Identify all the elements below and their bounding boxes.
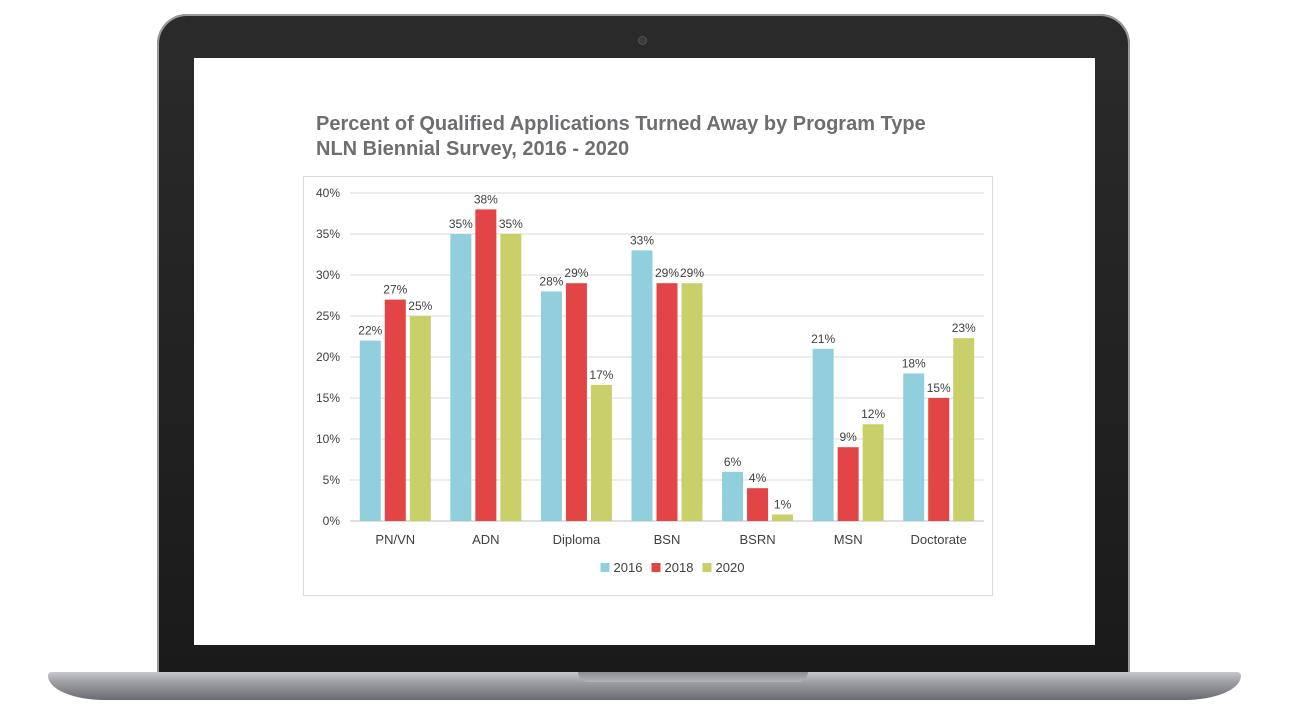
y-tick-label: 30% <box>316 268 340 282</box>
bar-2020-bsn <box>681 283 703 521</box>
data-label: 9% <box>839 430 857 444</box>
bar-2016-bsn <box>631 250 653 521</box>
data-label: 28% <box>539 274 563 288</box>
data-label: 25% <box>408 299 432 313</box>
legend-swatch <box>651 563 661 572</box>
bar-2020-bsrn <box>772 514 794 521</box>
bar-2020-diploma <box>590 384 612 521</box>
data-label: 21% <box>811 332 835 346</box>
x-tick-label: Doctorate <box>911 532 967 547</box>
data-label: 4% <box>749 471 767 485</box>
bar-2016-pn-vn <box>359 340 381 521</box>
y-tick-label: 20% <box>316 350 340 364</box>
x-tick-label: ADN <box>472 532 499 547</box>
laptop-screen: Percent of Qualified Applications Turned… <box>194 58 1095 645</box>
data-label: 18% <box>902 356 926 370</box>
x-tick-label: BSN <box>654 532 681 547</box>
bar-2018-pn-vn <box>384 299 406 521</box>
x-tick-label: MSN <box>834 532 863 547</box>
bar-2016-diploma <box>540 291 562 521</box>
y-tick-label: 5% <box>323 473 341 487</box>
camera-icon <box>638 36 647 45</box>
data-label: 27% <box>383 283 407 297</box>
bar-2018-adn <box>475 209 497 521</box>
data-label: 29% <box>680 266 704 280</box>
data-label: 29% <box>655 266 679 280</box>
bar-chart: 0%5%10%15%20%25%30%35%40%22%27%25%PN/VN3… <box>316 186 984 575</box>
data-label: 23% <box>952 321 976 335</box>
bar-2018-doctorate <box>928 398 950 521</box>
y-tick-label: 15% <box>316 391 340 405</box>
legend-label: 2020 <box>716 560 745 575</box>
data-label: 1% <box>774 497 792 511</box>
data-label: 35% <box>449 217 473 231</box>
bar-2016-bsrn <box>722 471 744 521</box>
bar-2018-bsn <box>656 283 678 521</box>
bar-2016-msn <box>812 348 834 521</box>
bar-2016-doctorate <box>903 373 925 521</box>
data-label: 22% <box>358 324 382 338</box>
bar-2020-adn <box>500 234 522 521</box>
bar-2020-doctorate <box>953 338 975 521</box>
legend-label: 2018 <box>665 560 694 575</box>
data-label: 33% <box>630 233 654 247</box>
y-tick-label: 10% <box>316 432 340 446</box>
bar-2020-msn <box>862 424 884 521</box>
data-label: 15% <box>927 381 951 395</box>
chart-title: Percent of Qualified Applications Turned… <box>316 113 926 160</box>
bar-2018-diploma <box>565 283 587 521</box>
data-label: 35% <box>499 217 523 231</box>
data-label: 6% <box>724 455 742 469</box>
y-tick-label: 35% <box>316 227 340 241</box>
data-label: 38% <box>474 192 498 206</box>
bar-2016-adn <box>450 234 472 521</box>
legend-label: 2016 <box>614 560 643 575</box>
y-tick-label: 0% <box>323 514 341 528</box>
bar-2018-bsrn <box>747 488 769 521</box>
y-tick-label: 40% <box>316 186 340 200</box>
legend-swatch <box>600 563 610 572</box>
data-label: 12% <box>861 407 885 421</box>
legend-swatch <box>702 563 712 572</box>
data-label: 17% <box>589 368 613 382</box>
laptop-notch <box>578 672 808 682</box>
x-tick-label: Diploma <box>553 532 601 547</box>
x-tick-label: BSRN <box>740 532 776 547</box>
y-tick-label: 25% <box>316 309 340 323</box>
data-label: 29% <box>564 266 588 280</box>
x-tick-label: PN/VN <box>375 532 415 547</box>
chart-frame: 0% 5% 10% 15% 20% 25% 30% 35% 40% 22% 27% 25% PN/VN 3… <box>303 176 993 596</box>
laptop-base <box>48 672 1241 700</box>
bar-2020-pn-vn <box>409 316 431 521</box>
bar-2018-msn <box>837 447 859 521</box>
